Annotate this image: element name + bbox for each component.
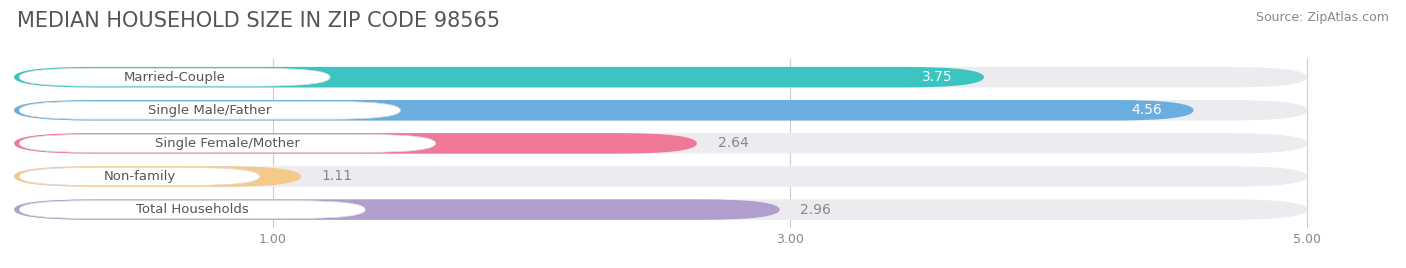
Text: 2.64: 2.64 [717,136,748,150]
Text: 1.11: 1.11 [322,169,353,184]
Text: MEDIAN HOUSEHOLD SIZE IN ZIP CODE 98565: MEDIAN HOUSEHOLD SIZE IN ZIP CODE 98565 [17,11,501,31]
FancyBboxPatch shape [14,100,1308,121]
FancyBboxPatch shape [14,67,984,87]
FancyBboxPatch shape [14,100,1194,121]
FancyBboxPatch shape [20,168,260,185]
Text: Non-family: Non-family [104,170,176,183]
FancyBboxPatch shape [20,68,330,86]
Text: Total Households: Total Households [136,203,249,216]
FancyBboxPatch shape [14,166,1308,187]
Text: Single Male/Father: Single Male/Father [148,104,271,117]
Text: 3.75: 3.75 [922,70,953,84]
FancyBboxPatch shape [14,133,697,154]
Text: 4.56: 4.56 [1132,103,1163,117]
FancyBboxPatch shape [14,67,1308,87]
FancyBboxPatch shape [20,201,366,218]
FancyBboxPatch shape [20,135,436,152]
Text: 2.96: 2.96 [800,203,831,217]
Text: Single Female/Mother: Single Female/Mother [155,137,299,150]
FancyBboxPatch shape [14,166,301,187]
Text: Married-Couple: Married-Couple [124,71,225,84]
FancyBboxPatch shape [14,199,780,220]
FancyBboxPatch shape [14,133,1308,154]
FancyBboxPatch shape [14,199,1308,220]
Text: Source: ZipAtlas.com: Source: ZipAtlas.com [1256,11,1389,24]
FancyBboxPatch shape [20,101,401,119]
